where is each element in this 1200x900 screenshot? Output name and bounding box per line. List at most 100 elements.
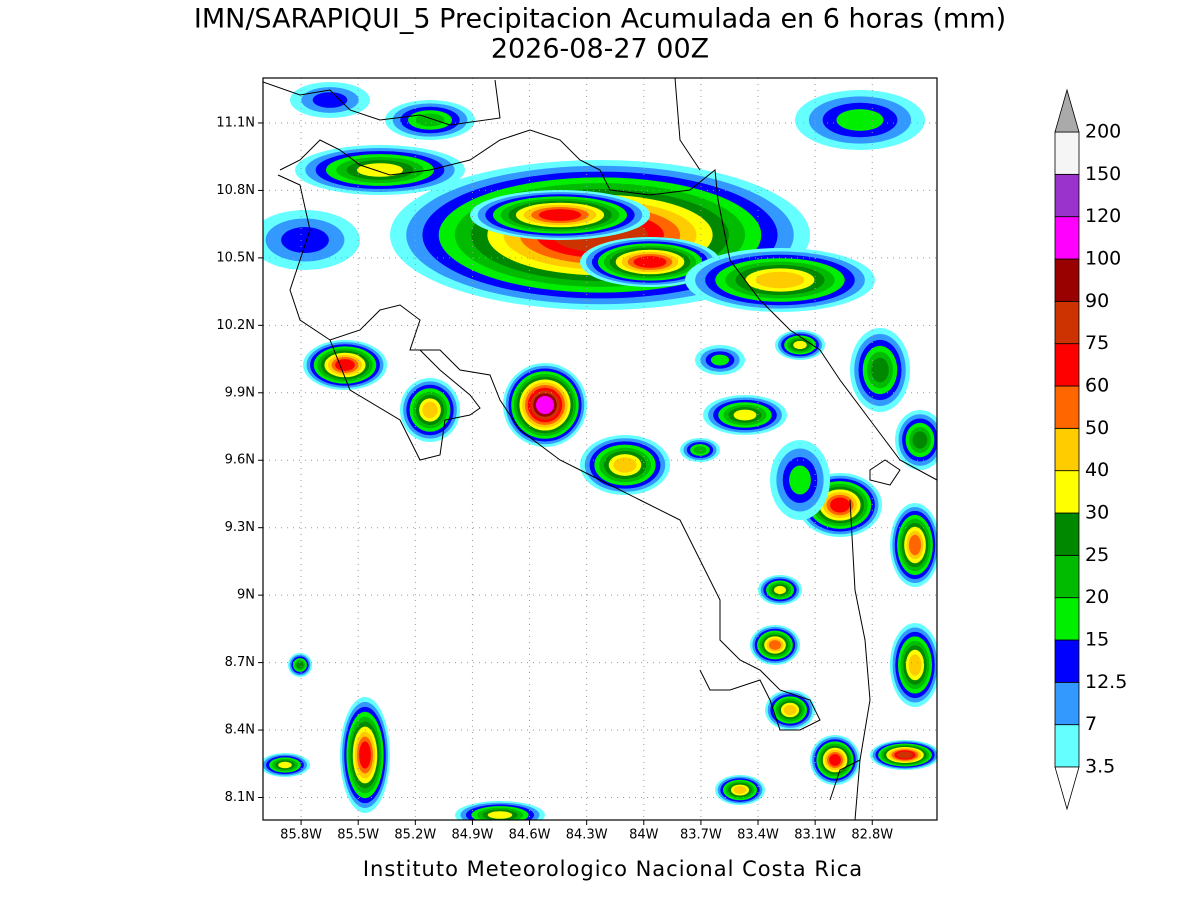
precip-area [422, 401, 438, 419]
precip-area [871, 357, 889, 383]
coastline [829, 759, 861, 801]
precip-area [296, 661, 304, 669]
grid [263, 78, 937, 820]
precip-field [263, 82, 937, 820]
precip-area [535, 395, 555, 415]
y-tick-label: 10.5N [216, 250, 255, 265]
precip-area [538, 209, 582, 221]
colorbar-label: 150 [1085, 163, 1121, 185]
colorbar: 3.5 7 12.5 15 20 25 30 40 50 60 75 90 100 120 150 200 [1054, 88, 1127, 811]
precip-area [768, 640, 782, 650]
colorbar-box [1054, 681, 1080, 726]
precip-area [733, 786, 747, 794]
precip-area [908, 654, 922, 676]
precip-area [693, 446, 707, 454]
precip-area [830, 497, 850, 513]
x-tick-label: 85.5W [337, 828, 379, 843]
colorbar-label: 25 [1085, 544, 1109, 566]
precip-area [335, 359, 355, 371]
coastline [277, 174, 821, 731]
colorbar-over [1054, 88, 1080, 133]
precip-area [733, 409, 757, 421]
y-tick-label: 10.2N [216, 318, 255, 333]
colorbar-label: 40 [1085, 459, 1109, 481]
precip-area [912, 431, 928, 449]
precip-area [278, 761, 292, 769]
y-tick-label: 8.7N [225, 655, 255, 670]
x-tick-label: 84.6W [509, 828, 551, 843]
precip-area [755, 271, 805, 289]
colorbar-label: 100 [1085, 248, 1121, 270]
title: IMN/SARAPIQUI_5 Precipitacion Acumulada … [194, 4, 1006, 35]
y-tick-label: 8.4N [225, 723, 255, 738]
colorbar-box [1054, 258, 1080, 302]
precip-area [836, 109, 884, 131]
x-tick-label: 83.4W [737, 828, 779, 843]
precip-area [793, 340, 807, 350]
x-tick-label: 83.1W [794, 828, 836, 843]
precip-area [359, 741, 371, 769]
x-tick-label: 85.2W [394, 828, 436, 843]
x-tick-label: 84W [629, 828, 659, 843]
colorbar-under [1054, 766, 1080, 811]
precip-area [774, 585, 786, 595]
colorbar-label: 30 [1085, 502, 1109, 524]
colorbar-box [1054, 300, 1080, 345]
y-tick-label: 10.8N [216, 183, 255, 198]
footer: Instituto Meteorologico Nacional Costa R… [363, 857, 863, 881]
precip-area [897, 751, 913, 759]
precip-area [487, 811, 513, 819]
colorbar-label: 50 [1085, 417, 1109, 439]
coastlines [263, 78, 937, 820]
y-tick-label: 9.3N [225, 520, 255, 535]
colorbar-label: 15 [1085, 629, 1109, 651]
colorbar-label: 90 [1085, 290, 1109, 312]
precip-area [312, 92, 348, 108]
x-tick-label: 85.8W [280, 828, 322, 843]
precip-area [356, 163, 404, 177]
y-tick-label: 9.9N [225, 385, 255, 400]
border [674, 78, 701, 171]
colorbar-label: 7 [1085, 713, 1097, 735]
coastline [609, 169, 937, 481]
colorbar-box [1054, 173, 1080, 218]
colorbar-label: 60 [1085, 375, 1109, 397]
colorbar-label: 200 [1085, 121, 1121, 143]
coastline [329, 339, 481, 461]
coastline [869, 459, 901, 486]
colorbar-box [1054, 724, 1080, 768]
map-frame [262, 77, 938, 821]
colorbar-box [1054, 427, 1080, 472]
border [263, 79, 501, 126]
x-tick-label: 82.8W [851, 828, 893, 843]
colorbar-label: 20 [1085, 586, 1109, 608]
subtitle: 2026-08-27 00Z [491, 34, 709, 65]
colorbar-box [1054, 470, 1080, 514]
colorbar-box [1054, 512, 1080, 556]
x-tick-label: 84.9W [452, 828, 494, 843]
colorbar-box [1054, 131, 1080, 175]
y-tick-label: 8.1N [225, 790, 255, 805]
precip-area [783, 704, 797, 716]
precip-area [908, 534, 922, 556]
precip-area [829, 754, 841, 766]
colorbar-box [1054, 216, 1080, 260]
border [849, 499, 871, 820]
y-tick-label: 9.6N [225, 453, 255, 468]
precip-area [789, 465, 811, 495]
precip-area [633, 256, 667, 268]
y-tick-label: 9N [237, 588, 255, 603]
colorbar-label: 3.5 [1085, 756, 1115, 778]
precip-area [415, 113, 445, 127]
precip-area [710, 354, 730, 366]
colorbar-label: 120 [1085, 205, 1121, 227]
y-tick-label: 11.1N [216, 115, 255, 130]
colorbar-label: 75 [1085, 332, 1109, 354]
x-tick-label: 83.7W [680, 828, 722, 843]
coastline [279, 129, 611, 191]
precip-area [281, 227, 329, 253]
axis-labels: 85.8W 85.5W 85.2W 84.9W 84.6W 84.3W 84W 83.7W 83… [216, 115, 893, 842]
colorbar-box [1054, 639, 1080, 683]
colorbar-box [1054, 554, 1080, 599]
